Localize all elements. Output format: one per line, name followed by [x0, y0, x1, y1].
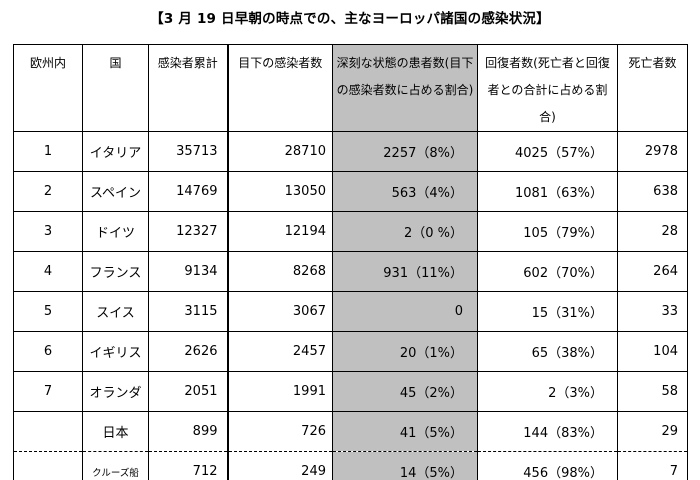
cell-recovered: 144（83%）: [477, 411, 618, 452]
cell-recovered: 456（98%）: [477, 451, 618, 480]
col-header-cumulative-cases: 感染者累計: [148, 44, 228, 132]
cell-current: 13050: [226, 171, 333, 212]
cell-deaths: 264: [617, 251, 688, 292]
table-row-france: 4 フランス 9134 8268 931（11%） 602（70%） 264: [13, 251, 688, 292]
cell-current: 249: [226, 451, 333, 480]
table-row-uk: 6 イギリス 2626 2457 20（1%） 65（38%） 104: [13, 331, 688, 372]
table-row-japan: 日本 899 726 41（5%） 144（83%） 29: [13, 411, 688, 452]
cell-current: 1991: [226, 371, 333, 412]
table-row-italy: 1 イタリア 35713 28710 2257（8%） 4025（57%） 29…: [13, 131, 688, 172]
cell-deaths: 638: [617, 171, 688, 212]
cell-rank: 3: [13, 211, 83, 252]
cell-rank: [13, 451, 83, 480]
cell-cumulative: 9134: [148, 251, 228, 292]
col-header-europe-rank: 欧州内: [13, 44, 83, 132]
cell-cumulative: 2626: [148, 331, 228, 372]
cell-current: 28710: [226, 131, 333, 172]
cell-country: クルーズ船: [82, 451, 149, 480]
cell-cumulative: 712: [148, 451, 228, 480]
cell-serious: 2（0 %）: [332, 211, 478, 252]
cell-current: 3067: [226, 291, 333, 332]
cell-country: 日本: [82, 411, 149, 452]
table-row-germany: 3 ドイツ 12327 12194 2（0 %） 105（79%） 28: [13, 211, 688, 252]
cell-country: イギリス: [82, 331, 149, 372]
cell-serious: 0: [332, 291, 478, 332]
table-row-spain: 2 スペイン 14769 13050 563（4%） 1081（63%） 638: [13, 171, 688, 212]
table-row-switzerland: 5 スイス 3115 3067 0 15（31%） 33: [13, 291, 688, 332]
cell-recovered: 105（79%）: [477, 211, 618, 252]
cell-deaths: 58: [617, 371, 688, 412]
cell-serious: 41（5%）: [332, 411, 478, 452]
cell-recovered: 65（38%）: [477, 331, 618, 372]
cell-country: ドイツ: [82, 211, 149, 252]
cell-serious: 2257（8%）: [332, 131, 478, 172]
cell-rank: 4: [13, 251, 83, 292]
cell-cumulative: 2051: [148, 371, 228, 412]
cell-country: スイス: [82, 291, 149, 332]
cell-cumulative: 35713: [148, 131, 228, 172]
col-header-serious-cases: 深刻な状態の患者数(目下の感染者数に占める割合): [332, 44, 478, 132]
cell-rank: 5: [13, 291, 83, 332]
cell-rank: 6: [13, 331, 83, 372]
cell-rank: 2: [13, 171, 83, 212]
cell-current: 726: [226, 411, 333, 452]
cell-country: イタリア: [82, 131, 149, 172]
cell-cumulative: 3115: [148, 291, 228, 332]
cell-deaths: 28: [617, 211, 688, 252]
header-row: 欧州内 国 感染者累計 目下の感染者数 深刻な状態の患者数(目下の感染者数に占め…: [13, 44, 688, 132]
cell-rank: 1: [13, 131, 83, 172]
cell-recovered: 1081（63%）: [477, 171, 618, 212]
cell-deaths: 104: [617, 331, 688, 372]
col-header-current-cases: 目下の感染者数: [226, 44, 333, 132]
cell-country: スペイン: [82, 171, 149, 212]
cell-cumulative: 12327: [148, 211, 228, 252]
cell-current: 12194: [226, 211, 333, 252]
col-header-deaths: 死亡者数: [617, 44, 688, 132]
cell-recovered: 602（70%）: [477, 251, 618, 292]
cell-current: 8268: [226, 251, 333, 292]
cell-serious: 931（11%）: [332, 251, 478, 292]
col-header-country: 国: [82, 44, 149, 132]
cell-country: オランダ: [82, 371, 149, 412]
cell-deaths: 7: [617, 451, 688, 480]
table-row-cruise-ship: クルーズ船 712 249 14（5%） 456（98%） 7: [13, 451, 688, 480]
cell-rank: [13, 411, 83, 452]
cell-cumulative: 14769: [148, 171, 228, 212]
page-title: 【3 月 19 日早朝の時点での、主なヨーロッパ諸国の感染状況】: [150, 11, 550, 27]
cell-serious: 45（2%）: [332, 371, 478, 412]
cell-recovered: 15（31%）: [477, 291, 618, 332]
infection-status-table: 欧州内 国 感染者累計 目下の感染者数 深刻な状態の患者数(目下の感染者数に占め…: [13, 44, 688, 480]
cell-rank: 7: [13, 371, 83, 412]
cell-serious: 20（1%）: [332, 331, 478, 372]
cell-serious: 563（4%）: [332, 171, 478, 212]
cell-cumulative: 899: [148, 411, 228, 452]
cell-current: 2457: [226, 331, 333, 372]
cell-recovered: 2（3%）: [477, 371, 618, 412]
cell-serious: 14（5%）: [332, 451, 478, 480]
cell-country: フランス: [82, 251, 149, 292]
cell-deaths: 29: [617, 411, 688, 452]
table-row-netherlands: 7 オランダ 2051 1991 45（2%） 2（3%） 58: [13, 371, 688, 412]
col-header-recovered: 回復者数(死亡者と回復者との合計に占める割合): [477, 44, 618, 132]
cell-deaths: 2978: [617, 131, 688, 172]
cell-deaths: 33: [617, 291, 688, 332]
cell-recovered: 4025（57%）: [477, 131, 618, 172]
